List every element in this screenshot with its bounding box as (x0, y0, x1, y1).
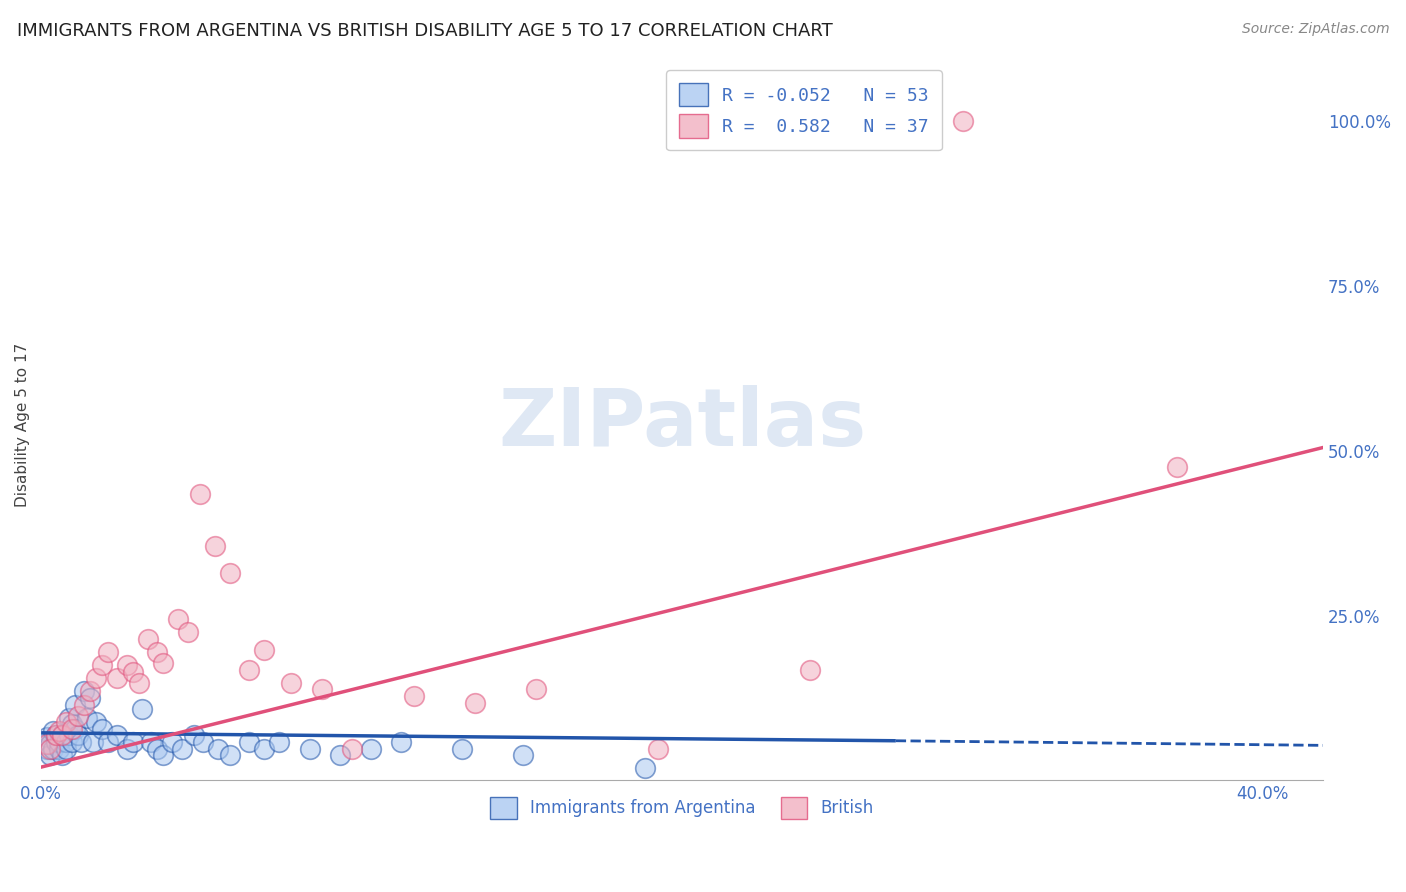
Point (799, 663, 821, 677)
Point (191, 735, 214, 749)
Point (167, 612, 190, 626)
Point (79, 684, 101, 698)
Point (146, 741, 169, 756)
Point (55, 741, 77, 756)
Legend: Immigrants from Argentina, British: Immigrants from Argentina, British (484, 790, 880, 825)
Point (389, 735, 412, 749)
Point (76, 711, 98, 725)
Point (45, 729, 67, 743)
Point (60, 735, 83, 749)
Point (48, 741, 70, 756)
Point (204, 539, 226, 553)
Point (136, 632, 159, 646)
Point (207, 741, 229, 756)
Point (176, 625, 198, 640)
Point (146, 645, 169, 659)
Point (152, 656, 174, 670)
Point (63, 698, 86, 712)
Point (183, 729, 205, 743)
Point (139, 735, 162, 749)
Point (97, 735, 120, 749)
Point (219, 748, 242, 763)
Point (82, 735, 104, 749)
Point (51, 748, 73, 763)
Point (91, 722, 114, 736)
Point (115, 741, 138, 756)
Point (32, 737, 55, 751)
Point (66, 708, 89, 723)
Point (97, 645, 120, 659)
Point (45, 729, 67, 743)
Point (37, 731, 59, 745)
Point (39, 748, 62, 763)
Point (188, 486, 211, 500)
Point (238, 735, 260, 749)
Point (79, 690, 101, 705)
Point (464, 696, 486, 710)
Point (69, 735, 91, 749)
Point (115, 657, 138, 672)
Point (280, 675, 302, 690)
Point (121, 735, 143, 749)
Point (48, 723, 70, 738)
Point (58, 729, 80, 743)
Point (269, 735, 291, 749)
Point (60, 717, 83, 731)
Point (51, 729, 73, 743)
Point (512, 748, 534, 763)
Point (66, 729, 89, 743)
Point (39, 737, 62, 751)
Point (73, 698, 96, 712)
Point (55, 735, 77, 749)
Point (91, 657, 114, 672)
Point (42, 741, 65, 756)
Point (37, 741, 59, 756)
Point (634, 761, 657, 775)
Point (131, 702, 153, 716)
Point (37, 737, 59, 751)
Point (238, 663, 260, 677)
Point (524, 682, 547, 697)
Point (58, 711, 80, 725)
Text: ZIPatlas: ZIPatlas (498, 385, 866, 464)
Point (1166, 460, 1188, 475)
Point (128, 675, 150, 690)
Point (107, 729, 129, 743)
Point (73, 684, 96, 698)
Point (51, 729, 73, 743)
Text: Source: ZipAtlas.com: Source: ZipAtlas.com (1241, 22, 1389, 37)
Point (107, 671, 129, 685)
Point (329, 748, 352, 763)
Point (402, 689, 425, 703)
Point (253, 741, 276, 756)
Point (84, 671, 107, 685)
Point (45, 735, 67, 749)
Y-axis label: Disability Age 5 to 17: Disability Age 5 to 17 (15, 343, 30, 507)
Text: IMMIGRANTS FROM ARGENTINA VS BRITISH DISABILITY AGE 5 TO 17 CORRELATION CHART: IMMIGRANTS FROM ARGENTINA VS BRITISH DIS… (17, 22, 832, 40)
Point (342, 741, 364, 756)
Point (219, 566, 242, 580)
Point (39, 741, 62, 756)
Point (952, 114, 974, 128)
Point (170, 741, 193, 756)
Point (60, 722, 83, 736)
Point (451, 741, 474, 756)
Point (647, 741, 669, 756)
Point (121, 665, 143, 679)
Point (253, 642, 276, 657)
Point (55, 715, 77, 730)
Point (84, 715, 107, 730)
Point (152, 748, 174, 763)
Point (42, 723, 65, 738)
Point (298, 741, 321, 756)
Point (360, 741, 382, 756)
Point (48, 735, 70, 749)
Point (311, 682, 333, 697)
Point (162, 735, 184, 749)
Point (63, 722, 86, 736)
